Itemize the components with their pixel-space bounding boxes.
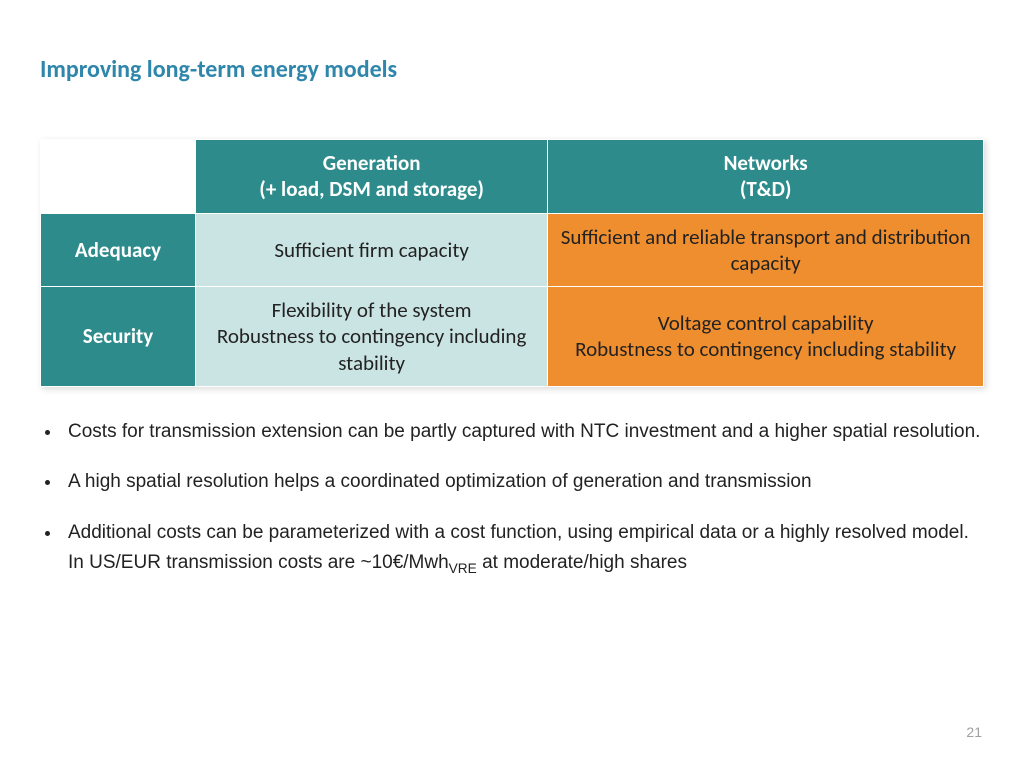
col-net-line1: Networks — [560, 150, 971, 176]
col-gen-line2: (+ load, DSM and storage) — [208, 176, 535, 202]
rowhead-adequacy: Adequacy — [41, 213, 196, 287]
col-gen-line1: Generation — [208, 150, 535, 176]
bullet-1: Costs for transmission extension can be … — [62, 417, 984, 447]
cell-sec-net-1: Voltage control capability — [560, 310, 971, 336]
cell-security-net: Voltage control capability Robustness to… — [548, 287, 984, 387]
bullet-3-post: at moderate/high shares — [477, 552, 687, 573]
matrix-table: Generation (+ load, DSM and storage) Net… — [40, 139, 984, 387]
cell-adequacy-gen: Sufficient firm capacity — [196, 213, 548, 287]
cell-sec-gen-2: Robustness to contingency including stab… — [208, 323, 535, 376]
col-net-line2: (T&D) — [560, 176, 971, 202]
bullet-list: Costs for transmission extension can be … — [40, 417, 984, 580]
col-generation: Generation (+ load, DSM and storage) — [196, 140, 548, 214]
cell-security-gen: Flexibility of the system Robustness to … — [196, 287, 548, 387]
page-number: 21 — [966, 724, 982, 740]
row-security: Security Flexibility of the system Robus… — [41, 287, 984, 387]
cell-sec-net-2: Robustness to contingency including stab… — [560, 336, 971, 362]
cell-adequacy-net: Sufficient and reliable transport and di… — [548, 213, 984, 287]
bullet-2: A high spatial resolution helps a coordi… — [62, 467, 984, 497]
bullet-3: Additional costs can be parameterized wi… — [62, 518, 984, 580]
page-title: Improving long-term energy models — [40, 55, 984, 84]
corner-cell — [41, 140, 196, 214]
row-adequacy: Adequacy Sufficient firm capacity Suffic… — [41, 213, 984, 287]
bullet-3-sub: VRE — [449, 561, 477, 576]
col-networks: Networks (T&D) — [548, 140, 984, 214]
rowhead-security: Security — [41, 287, 196, 387]
table-header-row: Generation (+ load, DSM and storage) Net… — [41, 140, 984, 214]
cell-sec-gen-1: Flexibility of the system — [208, 297, 535, 323]
slide: Improving long-term energy models Genera… — [0, 0, 1024, 580]
